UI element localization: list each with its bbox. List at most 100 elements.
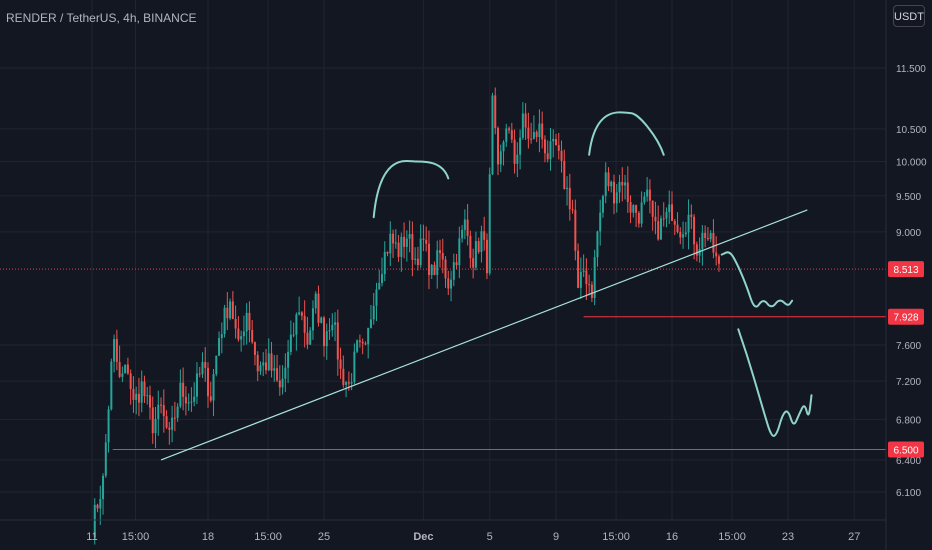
candle	[281, 365, 284, 395]
candle-body	[510, 130, 513, 140]
candle	[267, 338, 270, 372]
candle	[698, 237, 701, 263]
candle	[695, 241, 698, 262]
candle	[601, 194, 604, 218]
candle-body	[469, 235, 472, 259]
candle-body	[339, 359, 342, 369]
candle	[566, 176, 569, 206]
candle	[126, 357, 129, 375]
time-axis[interactable]: 11 15:00 18 15:00 25 Dec 5 9 15:00 16 15:00 23 27	[0, 519, 886, 543]
candle-body	[165, 416, 168, 428]
candle-body	[717, 256, 720, 264]
candle-body	[541, 123, 544, 140]
candle-body	[585, 270, 588, 285]
candle-body	[201, 362, 204, 375]
candle-body	[298, 312, 301, 315]
candle	[717, 254, 720, 272]
candle	[328, 318, 331, 340]
price-label-box	[888, 308, 924, 325]
candle	[345, 381, 348, 398]
candle	[240, 330, 243, 352]
candle	[425, 226, 428, 252]
candle	[480, 225, 483, 263]
candle	[265, 348, 267, 375]
candle-body	[143, 381, 146, 397]
candle	[582, 254, 585, 277]
candle-body	[590, 284, 593, 298]
candle-body	[149, 395, 151, 408]
candle	[621, 167, 624, 202]
candle-body	[546, 153, 549, 160]
candle	[383, 241, 386, 282]
candle	[215, 355, 218, 377]
x-tick-label: 15:00	[602, 531, 630, 543]
candle	[306, 316, 309, 350]
candle-body	[577, 250, 580, 288]
candle-body	[204, 362, 207, 368]
candle-body	[532, 131, 535, 139]
candle	[626, 166, 629, 213]
candle-body	[265, 362, 267, 371]
candle-body	[358, 340, 361, 342]
candle-body	[392, 233, 395, 244]
candle	[433, 261, 436, 276]
candle	[99, 485, 102, 525]
candle-body	[519, 137, 522, 155]
candle	[317, 285, 320, 327]
candle-body	[212, 374, 215, 401]
candle	[604, 162, 607, 204]
candle	[613, 174, 615, 215]
candle	[552, 129, 555, 158]
candle-body	[115, 339, 118, 363]
candle-body	[372, 305, 375, 320]
candle	[262, 352, 265, 377]
candle-body	[381, 274, 383, 283]
candle	[640, 191, 643, 228]
candle-body	[270, 353, 273, 371]
candle	[400, 232, 403, 272]
candle-body	[218, 338, 221, 356]
candle-body	[560, 150, 563, 161]
candle	[712, 219, 715, 259]
candle-body	[690, 214, 693, 217]
candle-body	[706, 237, 709, 240]
candle	[624, 174, 627, 200]
candle	[149, 385, 151, 420]
candle-body	[129, 373, 132, 390]
candle-body	[248, 312, 251, 330]
candle-body	[665, 212, 668, 219]
candle	[447, 270, 450, 296]
candle	[499, 144, 502, 173]
candle	[118, 345, 121, 379]
candle-body	[110, 361, 113, 410]
candle-body	[320, 317, 323, 323]
candle	[124, 364, 127, 374]
candle	[485, 233, 488, 280]
candle-body	[356, 340, 359, 352]
projection-curve-lower	[737, 328, 813, 437]
candle	[204, 347, 207, 382]
candle	[463, 209, 466, 240]
candle	[151, 396, 154, 444]
x-tick-label: 9	[553, 531, 559, 543]
candle	[629, 195, 632, 224]
candle	[659, 215, 662, 241]
price-axis[interactable]: 6.100 6.400 6.800 7.200 7.600 9.000 9.500 10.00…	[885, 0, 927, 550]
y-tick-label: 11.500	[896, 64, 926, 75]
candle-body	[613, 181, 615, 204]
candle	[187, 393, 190, 411]
candle	[251, 320, 254, 344]
candle-body	[364, 343, 367, 345]
candle-body	[403, 236, 406, 247]
candle	[494, 87, 497, 135]
currency-button[interactable]: USDT	[893, 5, 925, 27]
candle-body	[483, 231, 486, 240]
projection-curve-upper	[720, 251, 794, 308]
candle-body	[452, 262, 455, 280]
candle	[259, 361, 262, 376]
candle-body	[604, 172, 607, 197]
candle-body	[336, 322, 339, 360]
candle	[593, 249, 596, 306]
candle	[309, 327, 312, 346]
